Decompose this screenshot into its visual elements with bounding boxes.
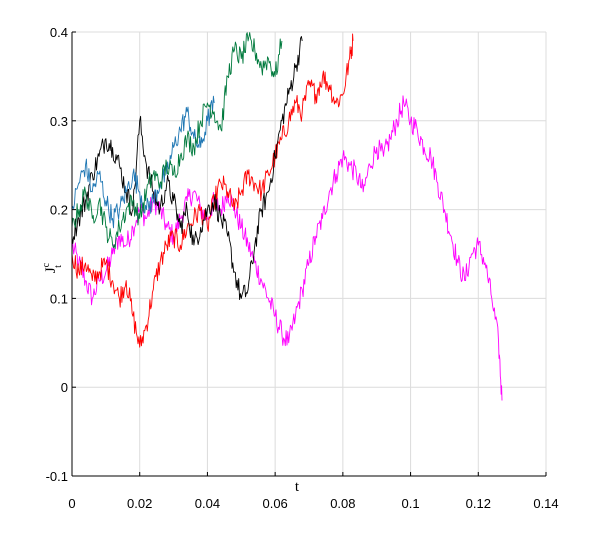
y-tick-label: 0.1 <box>50 291 68 306</box>
y-axis-label-subscript: t <box>53 265 64 268</box>
y-tick-label: 0.2 <box>50 203 68 218</box>
tick-labels: 0 0.02 0.04 0.06 0.08 0.1 0.12 0.14-0.100.10.20… <box>46 25 559 511</box>
x-tick-label: 0.1 <box>402 496 420 511</box>
series-line-4 <box>71 95 215 229</box>
x-tick-label: 0.02 <box>127 496 152 511</box>
series-line-5 <box>71 32 283 250</box>
grid <box>72 31 547 476</box>
y-axis-label: Jct <box>41 262 64 273</box>
x-tick-label: 0 <box>68 496 75 511</box>
y-axis-label-base: J <box>43 267 59 273</box>
x-tick-label: 0.08 <box>330 496 355 511</box>
x-tick-label: 0.04 <box>195 496 220 511</box>
series-line-3 <box>71 36 303 301</box>
y-tick-label: 0 <box>61 380 68 395</box>
x-tick-label: 0.06 <box>262 496 287 511</box>
y-axis-label-superscript: c <box>41 262 52 267</box>
x-axis-label: t <box>295 479 300 495</box>
x-tick-label: 0.12 <box>466 496 491 511</box>
series-line-1 <box>71 95 503 401</box>
series-line-2 <box>71 33 354 348</box>
x-tick-label: 0.14 <box>533 496 558 511</box>
y-tick-label: 0.4 <box>50 25 68 40</box>
axes <box>71 31 547 477</box>
series-group <box>71 32 503 401</box>
y-tick-label: -0.1 <box>46 469 68 484</box>
y-tick-label: 0.3 <box>50 114 68 129</box>
